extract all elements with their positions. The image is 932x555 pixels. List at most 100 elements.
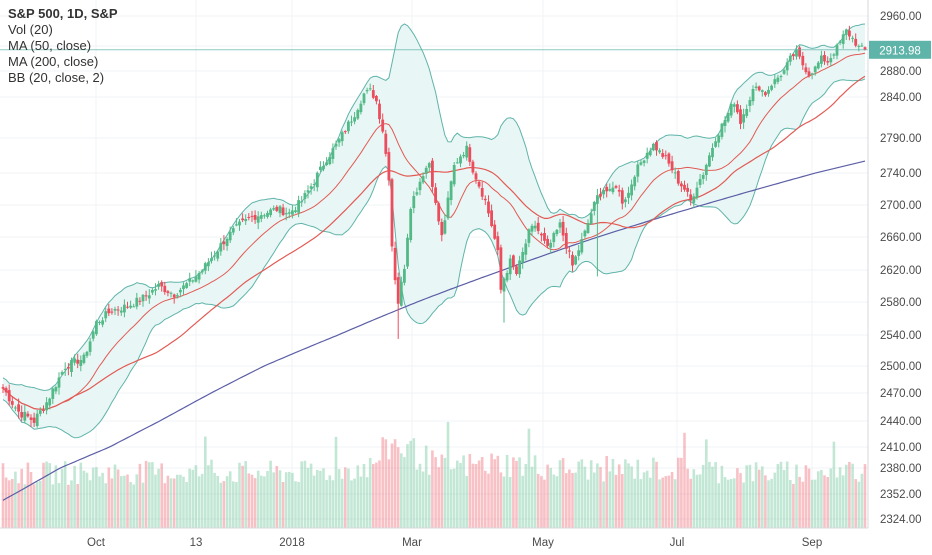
candle-body [427,163,431,168]
candle-body [524,243,528,255]
candle-body [440,222,444,236]
candle-body [558,222,562,228]
candle-body [829,58,833,63]
volume-bar [406,444,409,528]
candle-body [742,114,745,123]
candle-body [225,238,229,246]
volume-bar [129,482,132,528]
candle-body [409,209,413,240]
candle-body [611,187,615,193]
volume-bar [113,464,117,528]
candle-body [483,198,487,201]
volume-bar [546,464,549,528]
volume-bar [443,457,447,528]
volume-bar [288,471,291,528]
candle-body [138,300,142,302]
candle-body [670,161,674,171]
volume-bar [4,477,8,528]
candle-body [294,210,297,213]
candle-body [424,167,428,174]
candle-body [589,213,593,224]
volume-bar [602,481,605,528]
candle-body [350,121,353,123]
volume-bar [832,441,836,528]
volume-bar [378,460,381,528]
volume-bar [792,483,795,528]
volume-bar [661,477,664,528]
volume-bar [381,437,384,528]
volume-bar [204,436,207,528]
candle-body [76,359,80,364]
volume-bar [549,467,552,528]
volume-bar [835,477,839,528]
volume-bar [60,468,64,528]
volume-bar [708,461,711,528]
volume-bar [527,428,531,528]
volume-bar [331,480,335,528]
volume-bar [512,457,515,528]
volume-bar [552,474,556,528]
candle-body [536,222,540,232]
volume-bar [76,484,79,528]
volume-bar [163,483,167,528]
volume-bar [795,464,798,528]
candle-body [577,250,581,256]
volume-bar [185,482,188,528]
chart-legend: S&P 500, 1D, S&P Vol (20) MA (50, close)… [8,6,118,86]
candle-body [347,121,350,132]
candle-body [123,304,126,313]
candle-body [23,411,27,421]
candle-body [175,295,179,297]
candle-body [238,221,241,226]
candle-body [250,215,254,217]
candle-body [455,162,459,164]
candle-body [748,100,752,106]
legend-title[interactable]: S&P 500, 1D, S&P [8,6,118,21]
candle-body [770,85,773,90]
volume-bar [571,473,574,528]
volume-bar [664,476,668,528]
candle-body [231,228,235,233]
candle-body [42,410,45,411]
volume-bar [169,478,173,528]
volume-bar [337,469,341,528]
volume-bar [101,472,104,528]
candle-body [571,254,574,266]
volume-bar [82,470,86,528]
candle-body [655,142,658,151]
volume-bar [437,467,440,528]
candle-body [798,47,801,57]
candle-body [767,89,770,94]
candle-body [782,70,786,74]
volume-bar [325,479,328,528]
candle-body [851,37,854,39]
volume-bar [589,460,593,528]
volume-bar [465,475,468,528]
candle-body [704,164,708,175]
volume-bar [228,471,232,528]
legend-item-ma50[interactable]: MA (50, close) [8,38,92,53]
y-tick-label: 2380.00 [880,463,922,475]
y-tick-label: 2620.00 [880,265,922,277]
candle-body [247,217,251,218]
volume-bar [801,481,805,528]
candle-body [384,133,388,154]
legend-item-bollinger[interactable]: BB (20, close, 2) [8,70,105,85]
candle-body [7,390,11,402]
candle-body [527,229,531,243]
legend-item-ma200[interactable]: MA (200, close) [8,54,99,69]
legend-item-volume[interactable]: Vol (20) [8,22,53,37]
volume-bar [449,469,453,528]
volume-bar [23,484,27,528]
candle-body [396,277,400,304]
volume-bar [807,468,811,528]
candle-body [788,55,792,62]
candle-body [116,309,120,311]
candle-body [113,309,117,311]
volume-bar [278,470,282,528]
candle-body [652,143,655,151]
candle-body [169,292,173,294]
volume-bar [770,478,773,528]
volume-bar [863,464,867,528]
